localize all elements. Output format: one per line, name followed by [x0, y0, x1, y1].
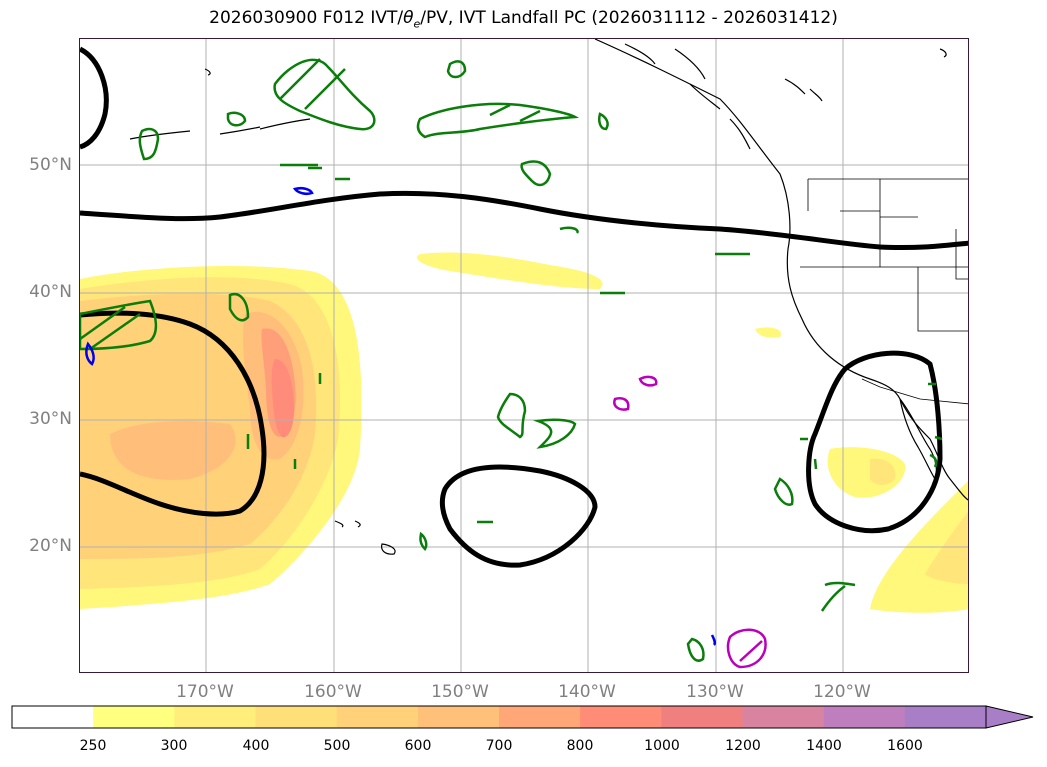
- colorbar-cell: [93, 706, 175, 728]
- colorbar-cell: [336, 706, 419, 728]
- colorbar-cell: [12, 706, 94, 728]
- colorbar-cell: [823, 706, 906, 728]
- lat-label-30n: 30°N: [29, 409, 72, 429]
- lat-label-20n: 20°N: [29, 536, 72, 556]
- title-theta-sub: e: [413, 17, 421, 31]
- colorbar-cells: [12, 706, 987, 728]
- coastline: [129, 39, 968, 555]
- colorbar-cell: [661, 706, 743, 728]
- colorbar-cell: [742, 706, 825, 728]
- lon-label-150w: 150°W: [431, 682, 489, 702]
- colorbar-tick-400: 400: [242, 738, 270, 754]
- lon-label-170w: 170°W: [176, 682, 234, 702]
- colorbar-cell: [904, 706, 987, 728]
- pv-contours: [80, 58, 943, 662]
- colorbar-tick-500: 500: [323, 738, 351, 754]
- lon-label-160w: 160°W: [304, 682, 362, 702]
- colorbar-cell: [174, 706, 256, 728]
- lat-label-50n: 50°N: [29, 155, 72, 175]
- pv-negative-contours: [85, 186, 717, 646]
- colorbar-cell: [255, 706, 338, 728]
- colorbar-cell: [580, 706, 662, 728]
- colorbar-tick-1600: 1600: [887, 738, 923, 754]
- colorbar-tick-1200: 1200: [725, 738, 761, 754]
- ivt-shading: [80, 252, 968, 613]
- map-title: 2026030900 F012 IVT/θe/PV, IVT Landfall …: [0, 8, 1047, 30]
- colorbar-tick-1400: 1400: [806, 738, 842, 754]
- colorbar-tick-600: 600: [404, 738, 432, 754]
- colorbar-tick-250: 250: [79, 738, 107, 754]
- colorbar-cell: [499, 706, 581, 728]
- lon-label-140w: 140°W: [558, 682, 616, 702]
- pc-contours: [613, 375, 767, 669]
- political-borders: [800, 178, 968, 405]
- theta-e-contours: [80, 46, 968, 568]
- lon-label-130w: 130°W: [686, 682, 744, 702]
- colorbar-tick-800: 800: [566, 738, 594, 754]
- colorbar-tick-300: 300: [160, 738, 188, 754]
- lat-label-40n: 40°N: [29, 282, 72, 302]
- colorbar-cell: [417, 706, 500, 728]
- lon-label-120w: 120°W: [813, 682, 871, 702]
- ivt-colorbar: [11, 705, 1034, 729]
- title-suffix: /PV, IVT Landfall PC (2026031112 - 20260…: [420, 8, 838, 28]
- title-prefix: 2026030900 F012 IVT/: [209, 8, 404, 28]
- colorbar-extend-arrow: [985, 705, 1034, 729]
- title-theta: θ: [403, 8, 414, 28]
- colorbar-tick-700: 700: [485, 738, 513, 754]
- map-panel[interactable]: [79, 38, 969, 673]
- colorbar-tick-1000: 1000: [644, 738, 680, 754]
- map-canvas: [80, 39, 968, 672]
- colorbar-outline: [11, 705, 987, 729]
